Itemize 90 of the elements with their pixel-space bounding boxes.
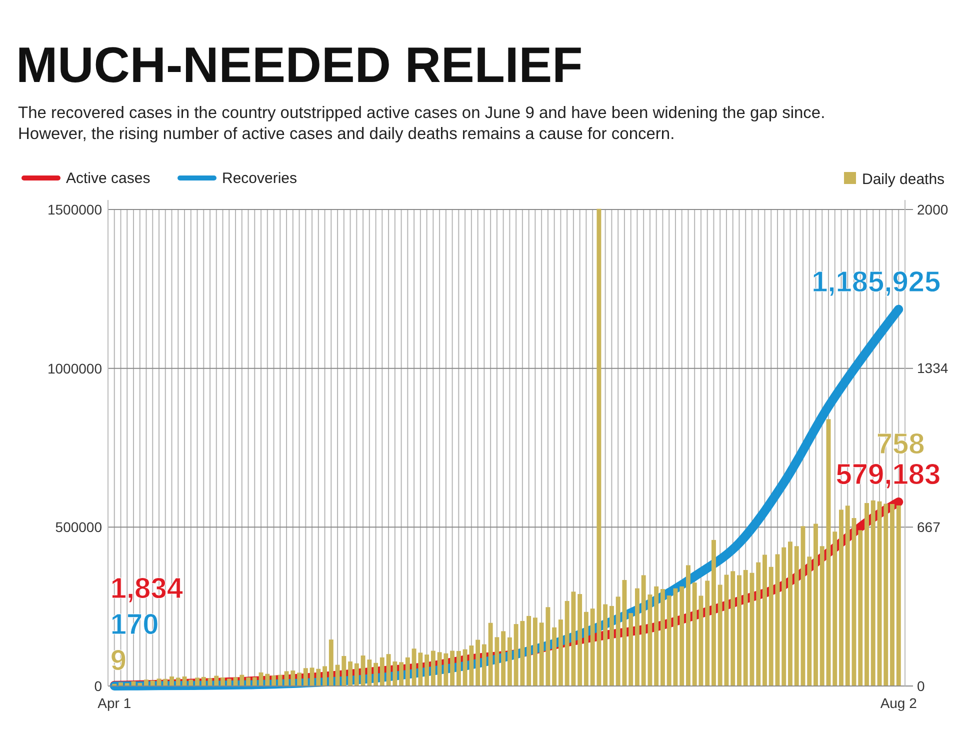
bar [176,678,180,686]
bar [558,620,563,686]
bar [405,657,410,686]
bar [303,668,308,686]
bar [820,546,824,686]
y-tick-label: 0 [94,678,102,694]
bar [348,661,353,686]
bar [456,650,461,686]
bar [399,662,404,686]
y-tick-label: 1500000 [47,202,102,218]
bar [578,594,582,686]
bar [609,606,614,686]
bar [628,613,634,686]
bar [430,650,436,686]
bar [374,662,378,686]
bar [150,680,155,686]
bar [890,504,894,686]
bar [328,640,334,686]
bar [201,676,206,686]
data-label: 1,834 [110,573,183,605]
y-tick-label: 500000 [55,519,102,536]
bar [858,530,863,686]
bar [584,612,588,686]
bar [826,419,831,686]
bar [634,588,640,686]
bar [870,500,876,686]
y-tick-label: 1000000 [47,360,102,376]
bar [501,631,506,686]
bar [297,672,302,686]
bar [884,504,888,686]
bar [450,650,455,686]
legend-label: Active cases [66,170,150,187]
chart-subtitle: The recovered cases in the country outstripped active cases on June 9 and have been widening the gap since. However, the rising number of active cases and daily deaths remains a cause for concern. [18,104,826,143]
data-label: 579,183 [836,459,941,492]
bar [788,542,792,686]
y2-tick-label: 667 [917,519,941,536]
bar [272,676,276,686]
data-label: 758 [876,428,925,460]
data-label: 1,185,925 [812,266,941,298]
bar [354,663,359,686]
bar [756,562,761,686]
bar [736,575,742,686]
y2-tick-label: 0 [917,678,925,694]
bar [845,506,850,686]
bar [680,586,684,686]
bar [144,680,148,686]
bar [896,505,901,686]
data-label: 170 [110,609,159,641]
bar [832,532,838,686]
legend-label: Recoveries [222,170,298,187]
bar [705,580,710,686]
bar [794,546,799,686]
x-tick-label: Aug 2 [880,695,918,711]
bar [603,604,608,686]
bar [482,644,486,686]
bar [552,627,557,686]
bar [380,657,384,686]
bar [654,586,659,686]
data-label: 9 [110,645,127,677]
y2-tick-label: 2000 [917,202,948,218]
bar [730,571,736,686]
bar [252,677,257,686]
bar [246,677,251,686]
bar [526,616,532,686]
chart-title: MUCH-NEEDED RELIEF [16,37,583,93]
bar [220,677,225,686]
bar [322,666,328,686]
bar [195,678,200,686]
bar [278,674,282,686]
bar [762,554,767,686]
bar [188,680,194,686]
bar [424,654,430,686]
y2-tick-label: 1334 [917,360,948,376]
bar [686,565,690,686]
bar [170,676,174,686]
bar [839,510,844,686]
bar [864,503,869,686]
bar [163,678,168,686]
bar [532,618,538,686]
x-tick-label: Apr 1 [98,695,132,711]
bar [807,556,812,686]
bar [711,540,716,686]
bar [660,589,665,686]
bar [814,524,818,686]
bar [507,637,512,686]
legend-label: Daily deaths [862,171,945,188]
bar [214,676,219,686]
bar [226,678,232,686]
bar [476,640,480,686]
bar [782,547,786,686]
